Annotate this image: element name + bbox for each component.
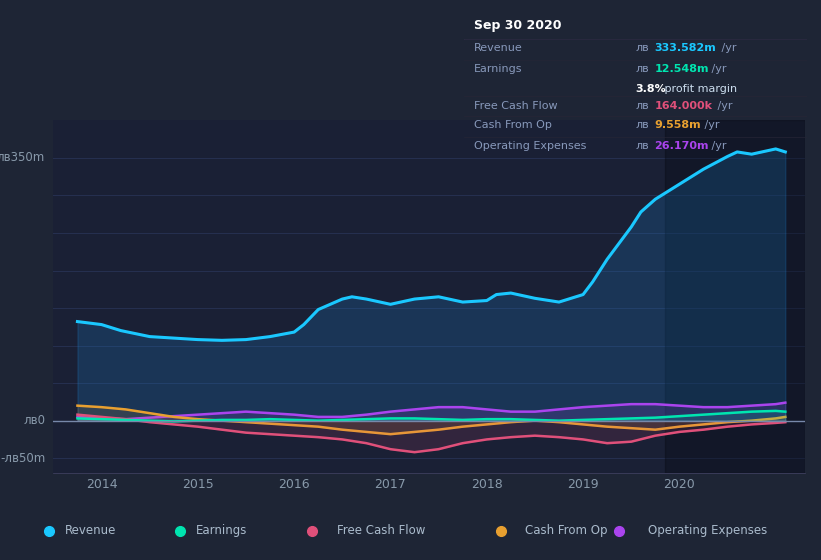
- Text: лв: лв: [635, 120, 649, 130]
- Text: 164.000k: 164.000k: [654, 101, 713, 111]
- Text: 26.170m: 26.170m: [654, 142, 709, 151]
- Text: /yr: /yr: [708, 142, 726, 151]
- Text: лв0: лв0: [23, 414, 45, 427]
- Text: Free Cash Flow: Free Cash Flow: [475, 101, 557, 111]
- Text: Sep 30 2020: Sep 30 2020: [475, 19, 562, 32]
- Text: Free Cash Flow: Free Cash Flow: [337, 524, 425, 537]
- Text: Operating Expenses: Operating Expenses: [648, 524, 767, 537]
- Text: 12.548m: 12.548m: [654, 64, 709, 73]
- Text: Cash From Op: Cash From Op: [525, 524, 608, 537]
- Text: 3.8%: 3.8%: [635, 84, 666, 94]
- Text: Operating Expenses: Operating Expenses: [475, 142, 586, 151]
- Text: Earnings: Earnings: [196, 524, 248, 537]
- Text: 333.582m: 333.582m: [654, 43, 716, 53]
- Text: profit margin: profit margin: [661, 84, 737, 94]
- Text: Revenue: Revenue: [65, 524, 117, 537]
- Text: /yr: /yr: [714, 101, 733, 111]
- Text: лв: лв: [635, 64, 649, 73]
- Text: Earnings: Earnings: [475, 64, 523, 73]
- Text: лв: лв: [635, 101, 649, 111]
- Bar: [665, 120, 805, 473]
- Text: -лв50m: -лв50m: [0, 452, 45, 465]
- Text: 9.558m: 9.558m: [654, 120, 701, 130]
- Text: Cash From Op: Cash From Op: [475, 120, 552, 130]
- Text: Revenue: Revenue: [475, 43, 523, 53]
- Text: лв: лв: [635, 142, 649, 151]
- Text: /yr: /yr: [708, 64, 726, 73]
- Text: лв: лв: [635, 43, 649, 53]
- Text: лв350m: лв350m: [0, 151, 45, 165]
- Text: /yr: /yr: [718, 43, 736, 53]
- Text: /yr: /yr: [700, 120, 719, 130]
